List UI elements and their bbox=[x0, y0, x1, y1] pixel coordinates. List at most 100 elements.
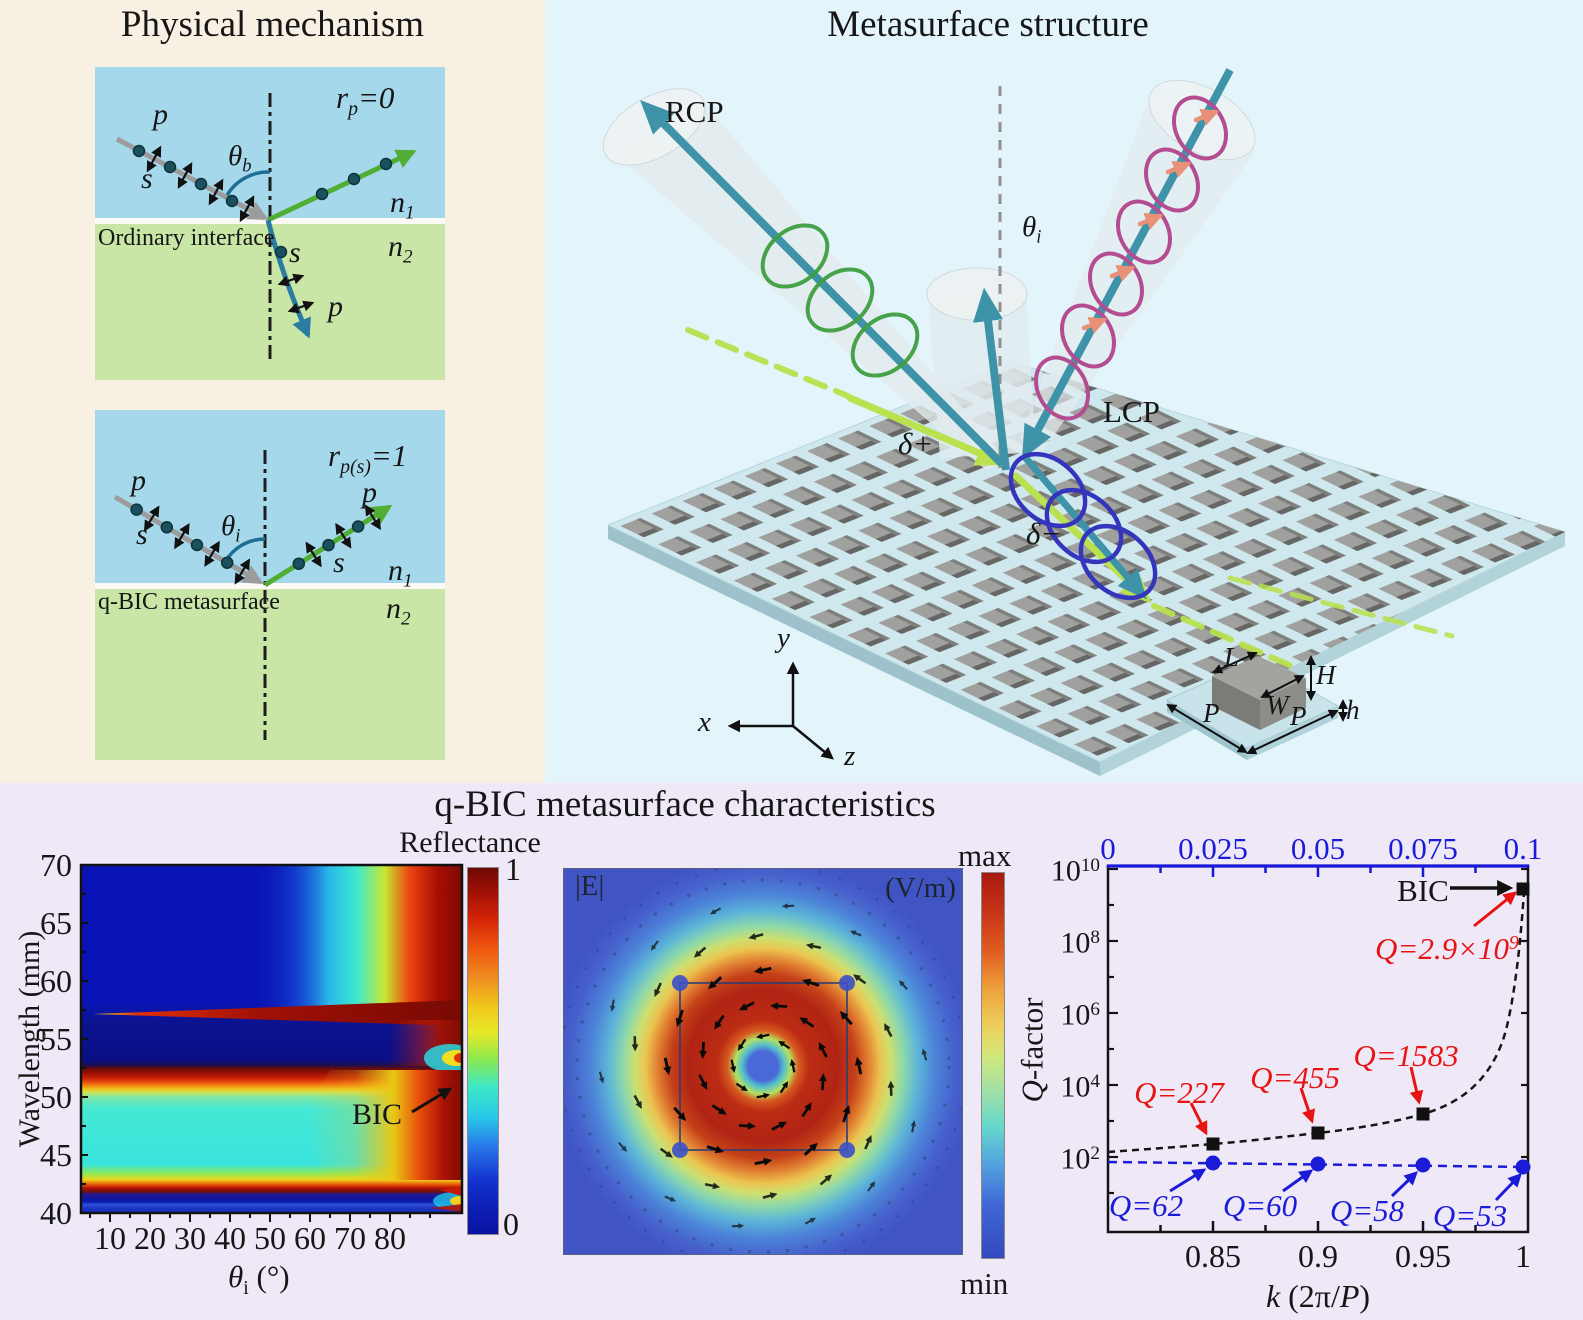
n2-label: n2 bbox=[388, 230, 413, 268]
q53-annotation: Q=53 bbox=[1432, 1198, 1508, 1233]
field-colorbar-max: max bbox=[958, 838, 1012, 873]
pow-tick: 104 bbox=[1060, 1070, 1100, 1104]
left-ticks bbox=[1108, 867, 1528, 1195]
bottom-tick: 0.85 bbox=[1185, 1238, 1241, 1274]
pow-tick: 108 bbox=[1060, 926, 1100, 960]
pow-tick: 106 bbox=[1060, 998, 1100, 1032]
p-reflected-label: p bbox=[362, 476, 377, 509]
delta-arrows bbox=[685, 327, 1455, 671]
coordinate-axes bbox=[727, 661, 834, 760]
delta-plus-label: δ+ bbox=[898, 426, 934, 461]
s-polarization-dots bbox=[132, 144, 239, 208]
dim-P1-label: P bbox=[1203, 698, 1220, 728]
y-tick: 60 bbox=[40, 963, 72, 999]
transmitted-ray-blue bbox=[265, 219, 315, 339]
top-tick: 0.1 bbox=[1503, 831, 1543, 866]
incident-ray bbox=[115, 136, 269, 223]
x-tick: 20 bbox=[134, 1220, 166, 1256]
incident-ray bbox=[113, 494, 264, 585]
x-tick: 40 bbox=[214, 1220, 246, 1256]
theta-axis-label: θi (°) bbox=[228, 1259, 290, 1299]
s-reflected-label: s bbox=[333, 546, 345, 579]
qbic-interface-diagram bbox=[95, 410, 445, 760]
q1583-annotation: Q=1583 bbox=[1353, 1038, 1459, 1073]
top-tick: 0.025 bbox=[1178, 831, 1248, 866]
axes-frame bbox=[1106, 866, 1530, 1234]
dim-W-label: W bbox=[1266, 690, 1289, 720]
y-tick: 70 bbox=[40, 847, 72, 883]
p-transmitted-label: p bbox=[328, 290, 343, 323]
n1-label: n1 bbox=[388, 554, 413, 592]
physical-mechanism-title: Physical mechanism bbox=[120, 4, 425, 45]
transmitted-beam bbox=[1021, 453, 1147, 600]
x-tick: 70 bbox=[334, 1220, 366, 1256]
dim-H-label: H bbox=[1316, 660, 1336, 690]
field-unit-label: (V/m) bbox=[885, 872, 956, 904]
black-square-points bbox=[1206, 882, 1530, 1151]
x-tick: 30 bbox=[174, 1220, 206, 1256]
red-annotation-arrows bbox=[1189, 891, 1518, 1136]
s-label: s bbox=[141, 162, 153, 195]
characteristics-panel: q-BIC metasurface characteristics bbox=[0, 783, 1583, 1320]
y-tick: 50 bbox=[40, 1079, 72, 1115]
rcp-label: RCP bbox=[665, 94, 724, 129]
top-tick: 0.05 bbox=[1290, 831, 1346, 866]
q60-annotation: Q=60 bbox=[1222, 1188, 1298, 1223]
refracted-ray-green bbox=[266, 149, 417, 223]
bic-annotation: BIC bbox=[1397, 873, 1449, 908]
wavelength-axis-label: Wavelength (mm) bbox=[13, 930, 46, 1148]
rps-one-label: rp(s)=1 bbox=[328, 438, 408, 478]
k-axis-label: k (2π/P) bbox=[1265, 1278, 1371, 1314]
field-vector-ticks bbox=[1081, 108, 1220, 334]
unit-cell-inset bbox=[1165, 651, 1348, 760]
bottom-ticks bbox=[1159, 1221, 1477, 1232]
top-tick: 0.075 bbox=[1388, 831, 1458, 866]
metasurface-structure-panel: Metasurface structure bbox=[545, 0, 1583, 783]
theta-b-label: θb bbox=[228, 140, 252, 177]
dim-h-label: h bbox=[1346, 695, 1360, 725]
x-tick: 50 bbox=[254, 1220, 286, 1256]
reflectance-heatmap bbox=[79, 863, 464, 1222]
ordinary-interface-diagram bbox=[95, 67, 445, 380]
q-factor-plot bbox=[1106, 864, 1531, 1234]
y-tick: 65 bbox=[40, 905, 72, 941]
x-tick: 10 bbox=[94, 1220, 126, 1256]
resonator-outline bbox=[679, 982, 848, 1151]
q-bic-annotation: Q=2.9×109 bbox=[1375, 931, 1519, 966]
colorbar-max: 1 bbox=[505, 851, 521, 887]
y-axis-label: y bbox=[777, 622, 790, 654]
field-colorbar-min: min bbox=[960, 1266, 1009, 1301]
y-tick: 55 bbox=[40, 1021, 72, 1057]
lcp-label: LCP bbox=[1103, 394, 1160, 429]
s-transmitted-label: s bbox=[289, 236, 301, 269]
top-tick: 0 bbox=[1100, 831, 1116, 866]
dim-L-label: L bbox=[1224, 642, 1240, 672]
q455-annotation: Q=455 bbox=[1250, 1060, 1340, 1095]
x-axis-label: x bbox=[698, 706, 711, 738]
vortex-arrows bbox=[563, 868, 963, 1255]
field-map bbox=[563, 868, 963, 1255]
E-field-label: |E| bbox=[575, 870, 605, 902]
y-tick: 45 bbox=[40, 1137, 72, 1173]
bic-arrow bbox=[411, 1087, 453, 1114]
blue-circle-points bbox=[1205, 1155, 1531, 1175]
top-ticks bbox=[1159, 866, 1477, 877]
metasurface-3d-scene bbox=[602, 68, 1567, 776]
pow-tick: 1010 bbox=[1050, 854, 1100, 888]
blue-helix bbox=[1008, 451, 1158, 601]
heatmap-ticks bbox=[81, 864, 431, 1222]
rcp-beam bbox=[640, 100, 1005, 467]
pow-tick: 102 bbox=[1060, 1142, 1100, 1176]
green-helix bbox=[760, 223, 920, 378]
reflectance-colorbar bbox=[467, 867, 499, 1235]
physical-mechanism-panel: Physical mechanism bbox=[0, 0, 545, 783]
theta-i-label: θi bbox=[221, 510, 241, 547]
rp-zero-label: rp=0 bbox=[336, 80, 395, 120]
qbic-metasurface-caption: q-BIC metasurface bbox=[98, 589, 280, 615]
n2-label: n2 bbox=[386, 592, 411, 630]
ordinary-interface-caption: Ordinary interface bbox=[98, 225, 275, 251]
field-colorbar bbox=[981, 872, 1005, 1259]
pink-helix bbox=[1034, 95, 1228, 421]
specular-beam bbox=[973, 287, 1010, 471]
